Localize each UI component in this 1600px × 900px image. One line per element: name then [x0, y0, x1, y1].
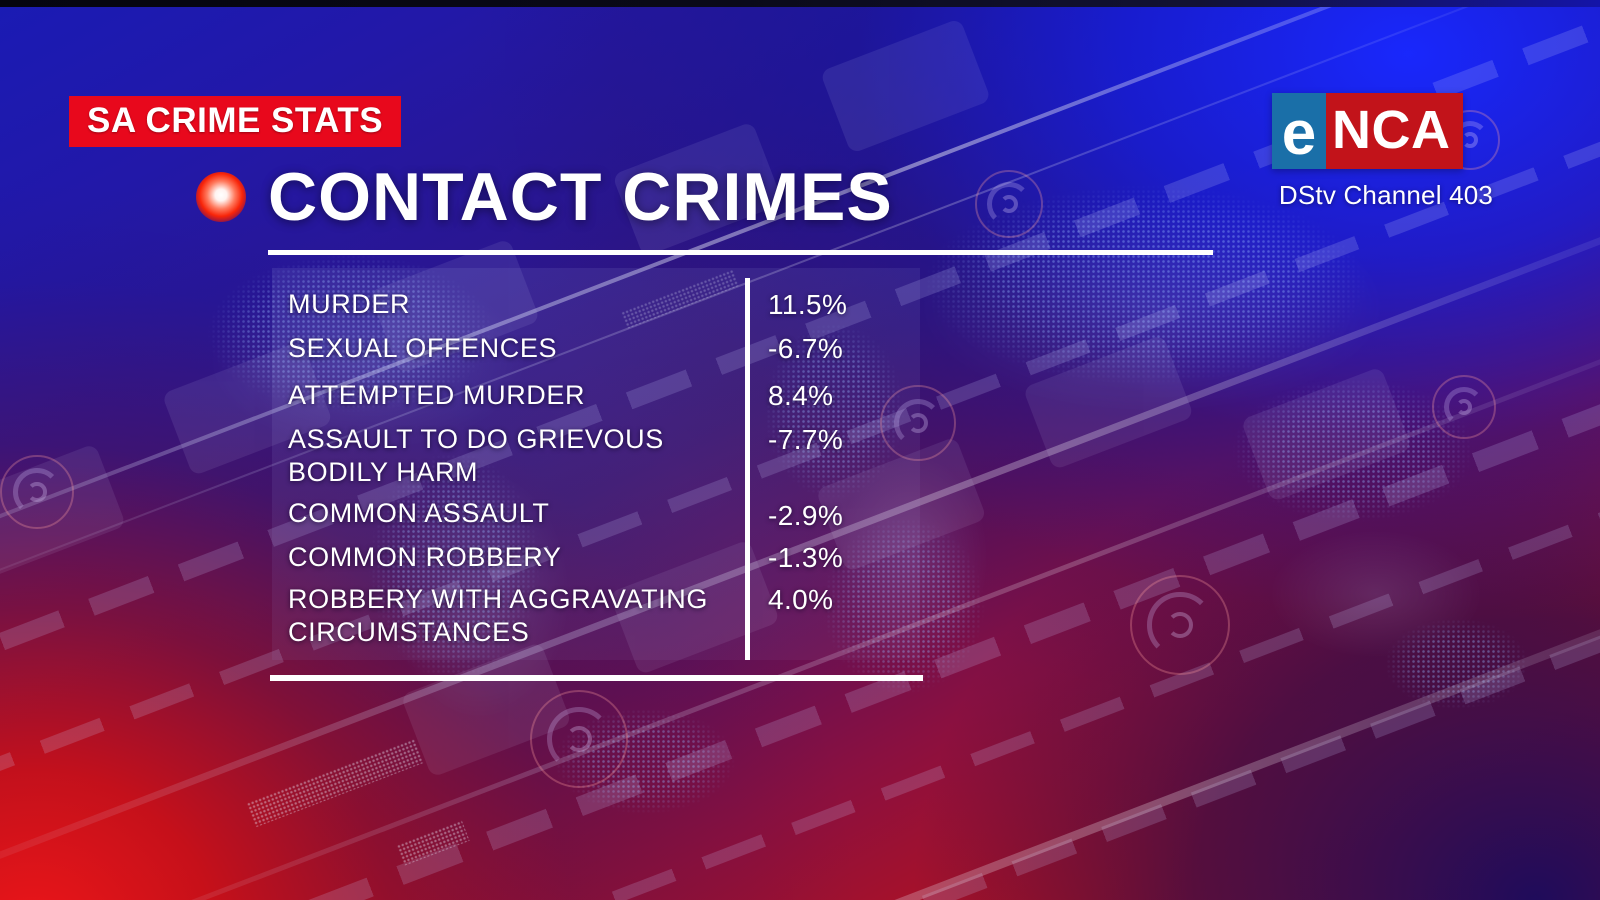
- kicker-banner: SA CRIME STATS: [69, 96, 402, 147]
- row-value: -2.9%: [768, 500, 844, 531]
- row-value: 11.5%: [768, 289, 848, 320]
- logo-nca-block: NCA: [1326, 93, 1463, 169]
- stats-panel: [272, 268, 920, 660]
- hud-reticle-f: [1432, 375, 1496, 439]
- logo-e-block: e: [1272, 93, 1326, 169]
- kicker-label: SA CRIME STATS: [87, 101, 384, 140]
- rule-top: [268, 250, 1213, 255]
- row-value: 8.4%: [768, 380, 834, 411]
- column-divider: [745, 278, 750, 660]
- row-value: -1.3%: [768, 542, 844, 573]
- stats-table: MURDER 11.5% SEXUAL OFFENCES -6.7% ATTEMPTED…: [0, 268, 1600, 668]
- row-label: COMMON ROBBERY: [288, 542, 562, 572]
- page-title: CONTACT CRIMES: [268, 159, 893, 235]
- row-value: -7.7%: [768, 424, 844, 455]
- hud-reticle-c: [1130, 575, 1230, 675]
- top-letterbox-band: [0, 0, 1600, 7]
- rule-bottom: [270, 675, 923, 681]
- hud-reticle-b: [880, 385, 956, 461]
- row-label: ASSAULT TO DO GRIEVOUS BODILY HARM: [288, 424, 664, 487]
- row-label: MURDER: [288, 289, 411, 319]
- row-label: SEXUAL OFFENCES: [288, 333, 558, 363]
- enca-logo: e NCA: [1272, 93, 1463, 169]
- logo-nca-letters: NCA: [1332, 100, 1451, 160]
- row-label: COMMON ASSAULT: [288, 498, 550, 528]
- channel-subtitle: DStv Channel 403: [1278, 180, 1494, 210]
- hud-reticle-a: [975, 170, 1043, 238]
- row-label: ROBBERY WITH AGGRAVATING CIRCUMSTANCES: [288, 584, 708, 647]
- hud-reticle-d: [530, 690, 628, 788]
- row-value: -6.7%: [768, 333, 844, 364]
- red-dot-icon: [196, 172, 246, 222]
- row-value: 4.0%: [768, 584, 834, 615]
- hud-reticle-e: [0, 455, 74, 529]
- row-label: ATTEMPTED MURDER: [288, 380, 586, 410]
- logo-e-letter: e: [1281, 98, 1317, 168]
